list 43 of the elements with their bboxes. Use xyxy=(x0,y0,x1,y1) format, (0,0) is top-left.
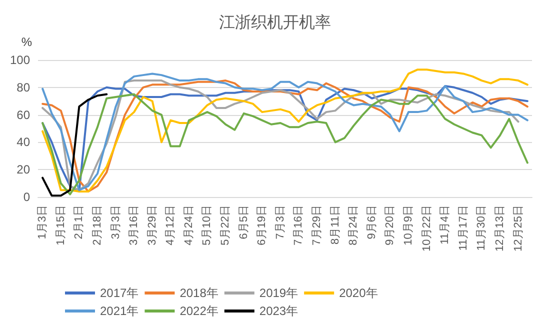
legend-label: 2017年 xyxy=(100,286,139,300)
x-tick-label: 12月13日 xyxy=(494,205,506,252)
x-tick-label: 11月17日 xyxy=(457,205,470,251)
x-tick-label: 1月15日 xyxy=(54,205,67,246)
x-tick-label: 7月29日 xyxy=(311,205,324,246)
x-tick-label: 12月25日 xyxy=(512,205,524,252)
x-tick-label: 2月1日 xyxy=(73,205,86,240)
y-tick-label: 100 xyxy=(10,53,30,67)
legend-label: 2019年 xyxy=(259,286,298,300)
y-tick-label: 80 xyxy=(16,80,30,94)
x-tick-label: 3月29日 xyxy=(146,205,158,246)
legend-label: 2022年 xyxy=(180,304,218,318)
y-tick-label: 60 xyxy=(16,108,30,122)
legend-label: 2018年 xyxy=(180,286,218,300)
legend-label: 2020年 xyxy=(339,286,378,300)
x-tick-label: 3月3日 xyxy=(110,205,122,240)
x-tick-label: 5月22日 xyxy=(220,205,232,246)
x-tick-label: 5月10日 xyxy=(201,205,214,246)
line-series xyxy=(42,93,108,197)
y-tick-label: 40 xyxy=(16,135,30,150)
x-tick-label: 9月20日 xyxy=(384,205,396,246)
x-tick-label: 7月16日 xyxy=(292,205,305,246)
x-tick-label: 11月4日 xyxy=(439,205,452,245)
x-tick-label: 7月3日 xyxy=(274,205,286,240)
x-tick-label: 11月30日 xyxy=(476,205,488,251)
x-tick-label: 6月19日 xyxy=(256,205,268,246)
x-tick-label: 2月18日 xyxy=(91,205,104,246)
x-tick-label: 3月16日 xyxy=(128,205,140,246)
x-tick-label: 8月11日 xyxy=(329,205,342,245)
legend-label: 2021年 xyxy=(100,304,139,318)
chart-title: 江浙织机开机率 xyxy=(219,14,331,32)
x-tick-label: 10月22日 xyxy=(420,205,433,252)
x-tick-label: 9月6日 xyxy=(366,205,378,240)
x-tick-label: 4月12日 xyxy=(164,205,177,246)
legend-label: 2023年 xyxy=(259,304,298,318)
x-tick-label: 10月9日 xyxy=(402,205,414,246)
x-tick-label: 6月5日 xyxy=(238,205,250,240)
y-tick-label: 0 xyxy=(23,190,30,204)
y-tick-label: 20 xyxy=(16,162,30,177)
x-tick-label: 8月24日 xyxy=(348,205,360,246)
x-tick-label: 4月24日 xyxy=(182,205,195,246)
y-axis-title: % xyxy=(21,35,32,49)
x-tick-label: 1月3日 xyxy=(36,205,49,240)
